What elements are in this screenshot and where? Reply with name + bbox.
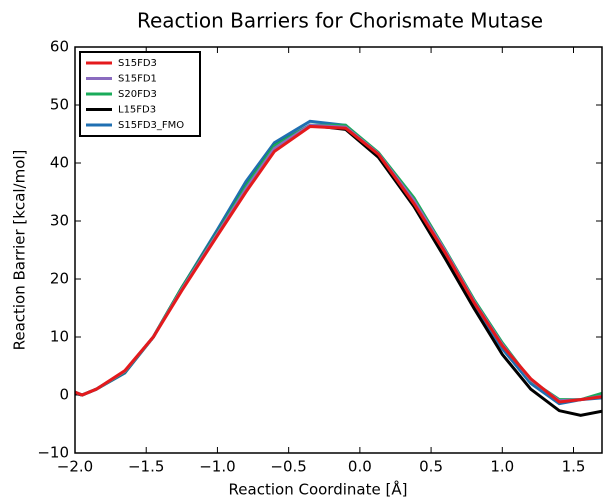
x-tick-label: 1.5: [562, 458, 586, 476]
legend-label: S20FD3: [118, 89, 157, 100]
x-tick-label: 1.0: [490, 458, 514, 476]
chart-title: Reaction Barriers for Chorismate Mutase: [137, 9, 543, 33]
x-tick-label: 0.5: [419, 458, 443, 476]
x-tick-label: −0.5: [270, 458, 306, 476]
series-line: [75, 123, 602, 403]
x-tick-label: −1.5: [128, 458, 164, 476]
x-tick-label: −2.0: [57, 458, 93, 476]
x-tick-label: −1.0: [199, 458, 235, 476]
plot-frame: [74, 46, 603, 454]
legend-label: S15FD3: [118, 58, 157, 69]
y-tick-label: 50: [50, 96, 69, 114]
x-tick-label: 0.0: [348, 458, 372, 476]
y-tick-label: 0: [59, 386, 69, 404]
y-tick-label: −10: [37, 444, 69, 462]
series-line: [75, 124, 602, 404]
y-tick-label: 60: [50, 38, 69, 56]
y-tick-label: 30: [50, 212, 69, 230]
x-axis-label: Reaction Coordinate [Å]: [229, 480, 408, 499]
legend-label: S15FD1: [118, 74, 157, 85]
y-tick-label: 10: [50, 328, 69, 346]
y-tick-label: 20: [50, 270, 69, 288]
legend-label: S15FD3_FMO: [118, 120, 184, 131]
series-line: [75, 119, 602, 406]
series-line: [75, 123, 602, 402]
legend-label: L15FD3: [118, 105, 156, 116]
y-axis-label: Reaction Barrier [kcal/mol]: [11, 150, 29, 351]
y-tick-label: 40: [50, 154, 69, 172]
